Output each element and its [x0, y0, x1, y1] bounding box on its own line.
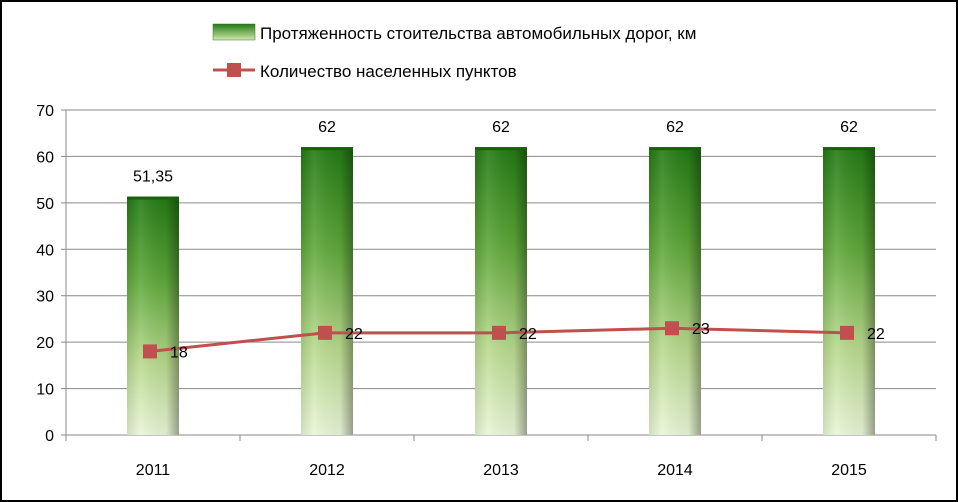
- line-data-label: 23: [692, 321, 710, 338]
- bar-top-edge: [475, 147, 527, 151]
- legend-item-line: Количество населенных пунктов: [213, 62, 517, 81]
- bar-data-label: 62: [666, 119, 684, 136]
- y-tick-label: 20: [36, 335, 54, 352]
- legend-line-label: Количество населенных пунктов: [260, 62, 517, 81]
- bar-data-labels: 51,35 62 62 62 62: [133, 119, 858, 185]
- y-tick-label: 70: [36, 103, 54, 120]
- line-marker: [492, 325, 506, 340]
- bar-top-edge: [823, 147, 875, 151]
- x-tick-label: 2014: [657, 462, 693, 479]
- bar-shade: [649, 147, 701, 435]
- line-series: [143, 321, 854, 359]
- bar-top-edge: [127, 196, 179, 200]
- bar-shade: [475, 147, 527, 435]
- y-tick-label: 10: [36, 382, 54, 399]
- bar-top-edge: [301, 147, 353, 151]
- line-data-label: 22: [345, 326, 363, 343]
- bar-series: [127, 147, 875, 435]
- x-axis: 2011 2012 2013 2014 2015: [65, 434, 937, 479]
- bar-shade: [823, 147, 875, 435]
- bar-data-label: 62: [840, 119, 858, 136]
- y-axis: 0 10 20 30 40 50 60 70: [36, 103, 67, 445]
- y-tick-label: 30: [36, 289, 54, 306]
- line-marker: [665, 321, 679, 336]
- x-tick-label: 2012: [309, 462, 345, 479]
- y-tick-label: 50: [36, 196, 54, 213]
- line-data-label: 22: [867, 326, 885, 343]
- x-tick-label: 2013: [483, 462, 519, 479]
- bar-shade: [301, 147, 353, 435]
- line-data-labels: 18 22 22 23 22: [170, 321, 885, 361]
- legend-bar-label: Протяженность стоительства автомобильных…: [260, 24, 696, 43]
- y-tick-label: 60: [36, 149, 54, 166]
- line-data-label: 18: [170, 344, 188, 361]
- y-tick-label: 0: [45, 428, 54, 445]
- legend-bar-swatch: [212, 23, 256, 41]
- bar-data-label: 62: [318, 119, 336, 136]
- x-tick-label: 2011: [136, 462, 171, 479]
- y-tick-label: 40: [36, 242, 54, 259]
- bar-shade: [127, 196, 179, 435]
- legend-line-marker: [227, 63, 241, 77]
- x-tick-label: 2015: [831, 462, 867, 479]
- line-marker: [318, 325, 332, 340]
- line-marker: [840, 325, 854, 340]
- line-marker: [143, 344, 157, 359]
- legend: Протяженность стоительства автомобильных…: [212, 23, 696, 81]
- bar-data-label: 62: [492, 119, 510, 136]
- legend-item-bar: Протяженность стоительства автомобильных…: [212, 23, 696, 43]
- bar-top-edge: [649, 147, 701, 151]
- line-data-label: 22: [519, 326, 537, 343]
- bar-data-label: 51,35: [133, 169, 173, 186]
